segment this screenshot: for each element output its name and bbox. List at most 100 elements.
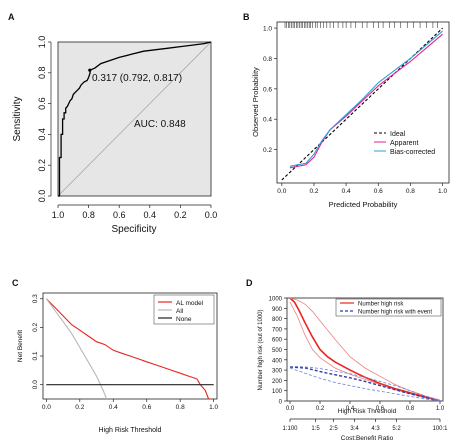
panel-a-x-tick-label: 0.6 (113, 210, 126, 220)
panel-a-y-tick-label: 0.0 (37, 190, 47, 203)
panel-c-y-tick-label: 0.0 (32, 380, 39, 389)
panel-b-calibration-chart: 0.0 0.2 0.4 0.6 0.8 1.0 0.2 0.4 0.6 0.8 1.0 Ideal… (251, 21, 450, 209)
panel-a-x-axis: 1.0 0.8 0.6 0.4 0.2 0.0 (52, 204, 218, 220)
panel-c-legend-none: None (176, 316, 192, 323)
panel-a-roc-chart: 1.0 0.8 0.6 0.4 0.2 0.0 0.0 0.2 0.4 0.6 0.8 1.0 0.… (12, 36, 217, 235)
panel-d-x-tick-label: 1.0 (436, 406, 445, 412)
panel-d-y-tick-label: 0 (279, 400, 283, 406)
panel-d-y-tick-label: 700 (272, 327, 283, 333)
panel-c-x-tick-label: 0.0 (42, 404, 51, 411)
panel-b-x-tick-label: 0.8 (406, 188, 415, 195)
panel-d-y-tick-label: 500 (272, 348, 283, 354)
panel-d-y-tick-label: 900 (272, 307, 283, 313)
panel-c-x-tick-label: 0.4 (109, 404, 118, 411)
panel-b-y-tick-label: 0.4 (263, 117, 272, 124)
panel-b-x-tick-label: 1.0 (438, 188, 447, 195)
panel-d-legend-high-risk: Number high risk (358, 302, 404, 308)
panel-a-y-tick-label: 0.8 (37, 67, 47, 80)
panel-d-x-axis: 0.0 0.2 0.4 0.6 0.8 1.0 (286, 401, 445, 412)
panel-a-x-tick-label: 0.0 (205, 210, 218, 220)
panel-a-optimal-point (88, 68, 92, 72)
panel-d-x-tick-label: 0.4 (346, 406, 355, 412)
panel-letter-b: B (243, 12, 250, 22)
panel-a-x-tick-label: 0.8 (82, 210, 95, 220)
panel-d-legend-high-risk-event: Number high risk with event (358, 310, 432, 316)
panel-d-y-tick-label: 300 (272, 369, 283, 375)
panel-c-y-axis: 0.0 0.1 0.2 0.3 (32, 294, 43, 389)
panel-d-legend-box (335, 298, 442, 317)
panel-c-y-tick-label: 0.1 (32, 351, 39, 360)
panel-d-x2-tick-label: 100:1 (432, 426, 448, 432)
panel-c-x-label: High Risk Threshold (99, 427, 162, 434)
panel-b-y-tick-label: 1.0 (263, 26, 272, 33)
panel-a-x-tick-label: 0.2 (174, 210, 187, 220)
panel-d-y-tick-label: 400 (272, 358, 283, 364)
panel-c-legend-all: All (176, 308, 184, 315)
panel-c-x-axis: 0.0 0.2 0.4 0.6 0.8 1.0 (42, 399, 219, 411)
panel-c-x-tick-label: 0.8 (176, 404, 185, 411)
panel-a-reference-diagonal (57, 41, 212, 197)
panel-c-x-tick-label: 0.6 (142, 404, 151, 411)
panel-d-x2-label: Cost:Benefit Ratio (341, 435, 394, 442)
panel-d-y-tick-label: 800 (272, 317, 283, 323)
panel-b-y-tick-label: 0.2 (263, 147, 272, 154)
panel-a-y-tick-label: 1.0 (37, 36, 47, 49)
panel-d-y-label: Number high risk (out of 1000) (258, 309, 264, 390)
panel-d-x-tick-label: 0.8 (406, 406, 415, 412)
panel-d-y-tick-label: 200 (272, 379, 283, 385)
panel-b-x-axis: 0.0 0.2 0.4 0.6 0.8 1.0 (277, 183, 447, 195)
panel-c-x-tick-label: 0.2 (75, 404, 84, 411)
panel-b-y-tick-label: 0.8 (263, 56, 272, 63)
panel-d-series-number-high-risk (289, 297, 441, 402)
panel-d-y-tick-label: 1000 (269, 297, 283, 303)
panel-b-legend: Ideal Apparent Bias-corrected (374, 131, 435, 156)
panel-a-x-label: Specificity (111, 224, 156, 235)
panel-b-legend-apparent: Apparent (390, 140, 418, 147)
panel-d-x2-tick-label: 3:4 (350, 426, 359, 432)
panel-d-y-axis: 0 100 200 300 400 500 600 700 800 900 1000 (269, 297, 287, 406)
panel-d-x2-tick-label: 4:3 (371, 426, 380, 432)
panel-d-x-tick-label: 0.6 (376, 406, 385, 412)
panel-d-y-tick-label: 100 (272, 389, 283, 395)
panel-d-series-number-high-risk-with-event (289, 366, 441, 402)
panel-letter-a: A (8, 12, 15, 22)
panel-b-legend-ideal: Ideal (390, 131, 406, 138)
panel-b-plot-area (276, 21, 450, 184)
panel-c-y-tick-label: 0.3 (32, 294, 39, 303)
panel-d-x-label: High Risk Threshold (338, 408, 397, 415)
panel-b-rug (284, 22, 438, 28)
panel-b-legend-bias-corrected: Bias-corrected (390, 149, 435, 156)
panel-d-series-group (289, 297, 441, 402)
panel-a-x-tick-label: 1.0 (52, 210, 65, 220)
panel-a-y-tick-label: 0.4 (37, 128, 47, 141)
panel-d-x-tick-label: 0.0 (286, 406, 295, 412)
panel-c-y-tick-label: 0.2 (32, 322, 39, 331)
panel-c-decision-curve: 0.0 0.2 0.4 0.6 0.8 1.0 0.0 0.1 0.2 0.3 AL model… (17, 292, 219, 434)
panel-a-x-tick-label: 0.4 (144, 210, 157, 220)
panel-letter-d: D (246, 278, 253, 288)
panel-a-y-tick-label: 0.6 (37, 97, 47, 110)
panel-c-y-label: Net Benefit (17, 330, 24, 362)
panel-d-legend: Number high risk Number high risk with e… (335, 298, 442, 317)
panel-a-roc-curve (58, 41, 212, 197)
panel-d-x2-tick-label: 1:100 (282, 426, 298, 432)
panel-b-x-tick-label: 0.6 (374, 188, 383, 195)
panel-a-y-tick-label: 0.2 (37, 159, 47, 172)
panel-c-series-al-model (45, 298, 210, 400)
panel-b-x-tick-label: 0.4 (342, 188, 351, 195)
panel-d-y-tick-label: 600 (272, 338, 283, 344)
panel-d-x2-tick-label: 1:5 (311, 426, 320, 432)
panel-d-series-band-2 (289, 301, 441, 402)
panel-c-series-group (45, 298, 214, 400)
panel-b-x-label: Predicted Probability (329, 200, 398, 209)
panel-b-y-tick-label: 0.6 (263, 86, 272, 93)
panel-b-series-bias-corrected (289, 30, 443, 167)
panel-c-legend-al-model: AL model (176, 300, 204, 307)
panel-d-cost-benefit-axis: 1:100 1:5 2:5 3:4 4:3 5:2 100:1 (282, 418, 448, 432)
panel-b-x-tick-label: 0.2 (309, 188, 318, 195)
panel-b-series-ideal (281, 27, 443, 181)
panel-letter-c: C (12, 278, 19, 288)
panel-a-y-label: Sensitivity (12, 96, 23, 141)
panel-b-series-apparent (289, 33, 443, 169)
